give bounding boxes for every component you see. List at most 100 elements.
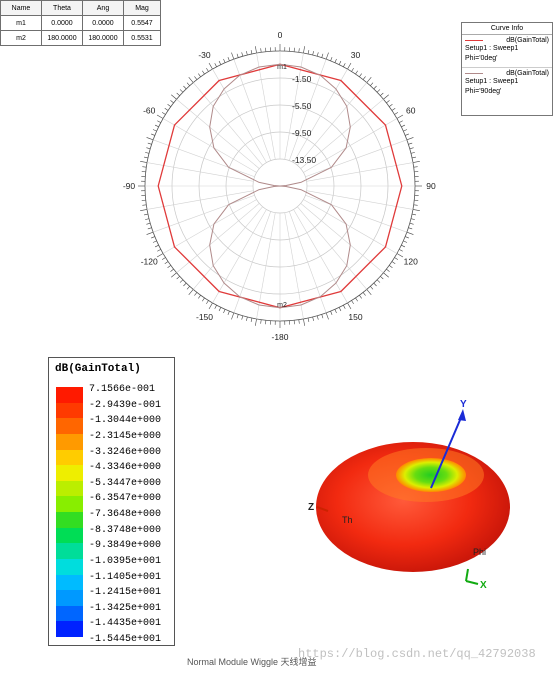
angle-minor-tick (389, 104, 393, 107)
angle-minor-tick (303, 318, 305, 326)
colorbar-swatch (56, 433, 83, 450)
curve-info-title: Curve Info (462, 23, 552, 35)
colorbar-label: -4.3346e+000 (89, 462, 162, 474)
figure-caption: Normal Module Wiggle 天线增益 (187, 657, 317, 667)
angle-minor-tick (146, 137, 154, 141)
angle-minor-tick (338, 60, 342, 65)
angle-tick-label: -120 (141, 257, 158, 267)
marker-table-header: Name Theta Ang Mag (0, 0, 161, 16)
angle-minor-tick (176, 276, 180, 280)
angle-minor-tick (164, 261, 169, 264)
angle-minor-tick (260, 319, 262, 324)
angle-minor-tick (366, 289, 372, 295)
angle-minor-tick (198, 73, 201, 77)
angle-minor-tick (183, 85, 187, 90)
angle-minor-tick (167, 265, 171, 268)
angle-minor-tick (370, 82, 374, 86)
colorbar-swatch (56, 527, 83, 544)
angle-tick-label: -90 (123, 181, 136, 191)
colorbar-labels: 7.1566e-001 -2.9439e-001 -1.3044e+000 -2.31… (89, 382, 173, 648)
angle-minor-tick (179, 89, 184, 93)
curve-name: dB(GainTotal) (506, 70, 549, 77)
angle-minor-tick (218, 307, 222, 312)
polar-grid-spoke (192, 206, 263, 290)
radial-tick-label: -1.50 (292, 74, 312, 84)
angle-minor-tick (146, 231, 154, 235)
x-axis-tick-vertical (465, 568, 469, 582)
polar-grid-spoke (284, 52, 304, 160)
angle-tick-label: 0 (278, 30, 283, 40)
table-cell: 0.0000 (41, 15, 83, 31)
angle-minor-tick (325, 312, 329, 320)
colorbar-label: -1.1405e+001 (89, 571, 162, 583)
angle-minor-tick (151, 133, 155, 136)
angle-tick-label: 150 (348, 312, 362, 322)
polar-grid-spoke (233, 211, 272, 313)
angle-minor-tick (154, 124, 159, 128)
angle-minor-tick (223, 309, 226, 314)
legend-line-swatch (465, 40, 483, 41)
angle-minor-tick (370, 286, 374, 290)
angle-minor-tick (355, 70, 358, 75)
polar-grid-spoke (212, 209, 267, 304)
polar-plot: 0 30 60 90 120 150 -180 -150 -120 -90 -60 -30 -1.50 -… (123, 30, 436, 342)
angle-minor-tick (351, 300, 354, 305)
angle-minor-tick (250, 49, 253, 55)
polar-grid-spoke (306, 162, 414, 182)
angle-minor-tick (373, 282, 377, 287)
angle-minor-tick (236, 53, 239, 58)
angle-minor-tick (403, 240, 408, 243)
angle-minor-tick (157, 120, 161, 123)
angle-minor-tick (176, 92, 180, 96)
angle-minor-tick (405, 236, 409, 239)
angle-minor-tick (151, 236, 155, 239)
marker-label: m1 (277, 64, 287, 71)
angle-minor-tick (355, 297, 358, 302)
angle-minor-tick (394, 112, 399, 115)
curve-phi: Phi='90deg' (465, 88, 502, 95)
angle-minor-tick (167, 104, 171, 107)
angle-minor-tick (383, 94, 389, 100)
colorbar-swatch (56, 574, 83, 591)
colorbar-swatch (56, 496, 83, 512)
colorbar-label: -9.3849e+000 (89, 540, 162, 552)
x-axis-tick (465, 580, 479, 585)
angle-tick-label: -180 (271, 332, 288, 342)
angle-minor-tick (380, 92, 384, 96)
angle-tick-label: -60 (143, 106, 156, 116)
colorbar-title: dB(GainTotal) (55, 363, 141, 375)
angle-minor-tick (405, 133, 409, 136)
angle-minor-tick (170, 268, 174, 272)
angle-minor-tick (343, 305, 346, 309)
polar-grid-spoke (293, 68, 348, 163)
angle-minor-tick (156, 114, 164, 119)
colorbar-swatch (56, 449, 83, 466)
marker-header-theta: Theta (41, 0, 83, 16)
angle-minor-tick (246, 51, 248, 56)
angle-minor-tick (241, 315, 244, 320)
angle-minor-tick (143, 156, 149, 159)
angle-minor-tick (409, 147, 414, 150)
angle-tick-label: 60 (406, 106, 416, 116)
table-cell: 180.0000 (41, 30, 83, 46)
angle-minor-tick (145, 218, 150, 220)
angle-minor-tick (188, 77, 194, 83)
angle-minor-tick (383, 272, 389, 278)
angle-minor-tick (186, 286, 190, 290)
angle-minor-tick (351, 67, 354, 72)
angle-minor-tick (202, 70, 205, 75)
angle-minor-tick (386, 100, 390, 104)
angle-minor-tick (396, 253, 404, 258)
colorbar-swatch (56, 402, 83, 419)
polar-grid-spoke (162, 199, 257, 254)
colorbar-swatch (56, 605, 83, 622)
colorbar-label: -1.4435e+001 (89, 618, 162, 630)
angle-minor-tick (202, 297, 205, 302)
angle-minor-tick (218, 60, 222, 65)
curve-phi: Phi='0deg' (465, 55, 498, 62)
angle-minor-tick (401, 244, 406, 248)
colorbar-label: -6.3547e+000 (89, 493, 162, 505)
angle-minor-tick (330, 311, 333, 315)
angle-minor-tick (246, 316, 248, 321)
angle-minor-tick (359, 73, 362, 77)
